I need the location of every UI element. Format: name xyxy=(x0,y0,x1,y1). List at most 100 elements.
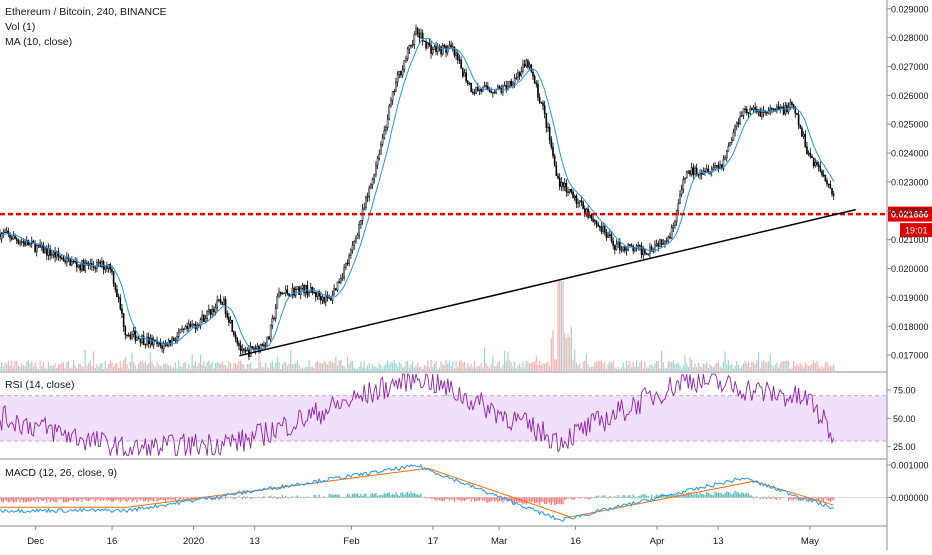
candle-body xyxy=(228,317,229,322)
volume-bar xyxy=(282,365,283,371)
volume-bar xyxy=(552,330,553,371)
candle-body xyxy=(36,245,37,251)
volume-bar xyxy=(736,361,737,371)
candle-body xyxy=(314,292,315,293)
candle-body xyxy=(357,235,358,238)
candle-body xyxy=(6,231,7,232)
volume-bar xyxy=(544,364,545,371)
macd-histogram-bar xyxy=(709,494,710,498)
candle-body xyxy=(417,28,418,33)
macd-histogram-bar xyxy=(552,498,553,503)
volume-bar xyxy=(709,364,710,371)
macd-histogram-bar xyxy=(701,494,702,498)
macd-histogram-bar xyxy=(466,498,467,500)
volume-bar xyxy=(724,351,725,371)
macd-histogram-bar xyxy=(821,498,822,502)
macd-histogram-bar xyxy=(740,494,741,498)
candle-body xyxy=(504,85,505,86)
macd-histogram-bar xyxy=(559,498,560,504)
macd-histogram-bar xyxy=(86,498,87,502)
volume-bar xyxy=(170,366,171,371)
candle-body xyxy=(387,119,388,127)
macd-histogram-bar xyxy=(375,493,376,498)
macd-histogram-bar xyxy=(750,495,751,497)
volume-bar xyxy=(404,367,405,371)
candle-body xyxy=(133,331,134,335)
candle-body xyxy=(552,147,553,156)
volume-bar xyxy=(770,353,771,371)
candle-body xyxy=(202,315,203,319)
volume-bar xyxy=(748,361,749,371)
volume-bar xyxy=(731,364,732,371)
macd-histogram-bar xyxy=(13,498,14,503)
candle-body xyxy=(125,327,126,335)
candle-body xyxy=(299,287,300,295)
volume-bar xyxy=(718,362,719,371)
macd-histogram-bar xyxy=(397,495,398,498)
macd-histogram-bar xyxy=(633,494,634,497)
volume-bar xyxy=(569,337,570,371)
macd-histogram-bar xyxy=(699,493,700,498)
candle-body xyxy=(350,250,351,255)
volume-bar xyxy=(370,369,371,371)
candle-body xyxy=(524,64,525,66)
volume-bar xyxy=(76,368,77,371)
macd-histogram-bar xyxy=(350,496,351,497)
macd-histogram-bar xyxy=(71,498,72,501)
macd-histogram-bar xyxy=(28,498,29,502)
macd-histogram-bar xyxy=(591,498,592,499)
candle-body xyxy=(808,153,809,154)
volume-bar xyxy=(185,362,186,371)
volume-bar xyxy=(755,365,756,371)
volume-bar xyxy=(267,368,268,371)
candle-body xyxy=(549,127,550,140)
candle-body xyxy=(691,168,692,174)
volume-bar xyxy=(85,350,86,371)
macd-histogram-bar xyxy=(703,494,704,497)
candle-body xyxy=(66,257,67,262)
volume-bar xyxy=(131,353,132,371)
candle-body xyxy=(367,197,368,198)
volume-bar xyxy=(604,362,605,371)
candle-body xyxy=(48,249,49,256)
volume-bar xyxy=(108,364,109,371)
macd-histogram-bar xyxy=(532,498,533,502)
symbol-legend: Ethereum / Bitcoin, 240, BINANCE xyxy=(5,6,167,18)
candle-body xyxy=(801,128,802,136)
candle-body xyxy=(492,92,493,93)
candle-body xyxy=(669,237,670,238)
candle-body xyxy=(135,331,136,341)
macd-histogram-bar xyxy=(38,498,39,502)
macd-histogram-bar xyxy=(686,493,687,498)
volume-bar xyxy=(561,281,562,371)
volume-bar xyxy=(796,364,797,371)
macd-histogram-bar xyxy=(531,498,532,503)
candle-body xyxy=(601,227,602,232)
volume-bar xyxy=(372,364,373,371)
candle-body xyxy=(138,338,139,339)
macd-histogram-bar xyxy=(66,498,67,503)
volume-bar xyxy=(173,367,174,371)
candle-body xyxy=(514,78,515,83)
macd-histogram-bar xyxy=(581,498,582,499)
volume-bar xyxy=(342,366,343,371)
macd-histogram-bar xyxy=(788,498,789,501)
volume-bar xyxy=(409,368,410,371)
candle-body xyxy=(598,224,599,226)
volume-bar xyxy=(290,350,291,371)
candle-body xyxy=(583,202,584,209)
volume-bar xyxy=(499,362,500,371)
macd-histogram-bar xyxy=(574,498,575,500)
volume-bar xyxy=(80,364,81,371)
candle-body xyxy=(30,243,31,245)
volume-bar xyxy=(91,366,92,371)
macd-histogram-bar xyxy=(31,498,32,502)
volume-bar xyxy=(435,361,436,371)
time-tick-label: 13 xyxy=(713,536,724,547)
volume-bar xyxy=(310,367,311,371)
volume-bar xyxy=(402,368,403,371)
volume-bar xyxy=(461,360,462,371)
candle-body xyxy=(243,349,244,351)
